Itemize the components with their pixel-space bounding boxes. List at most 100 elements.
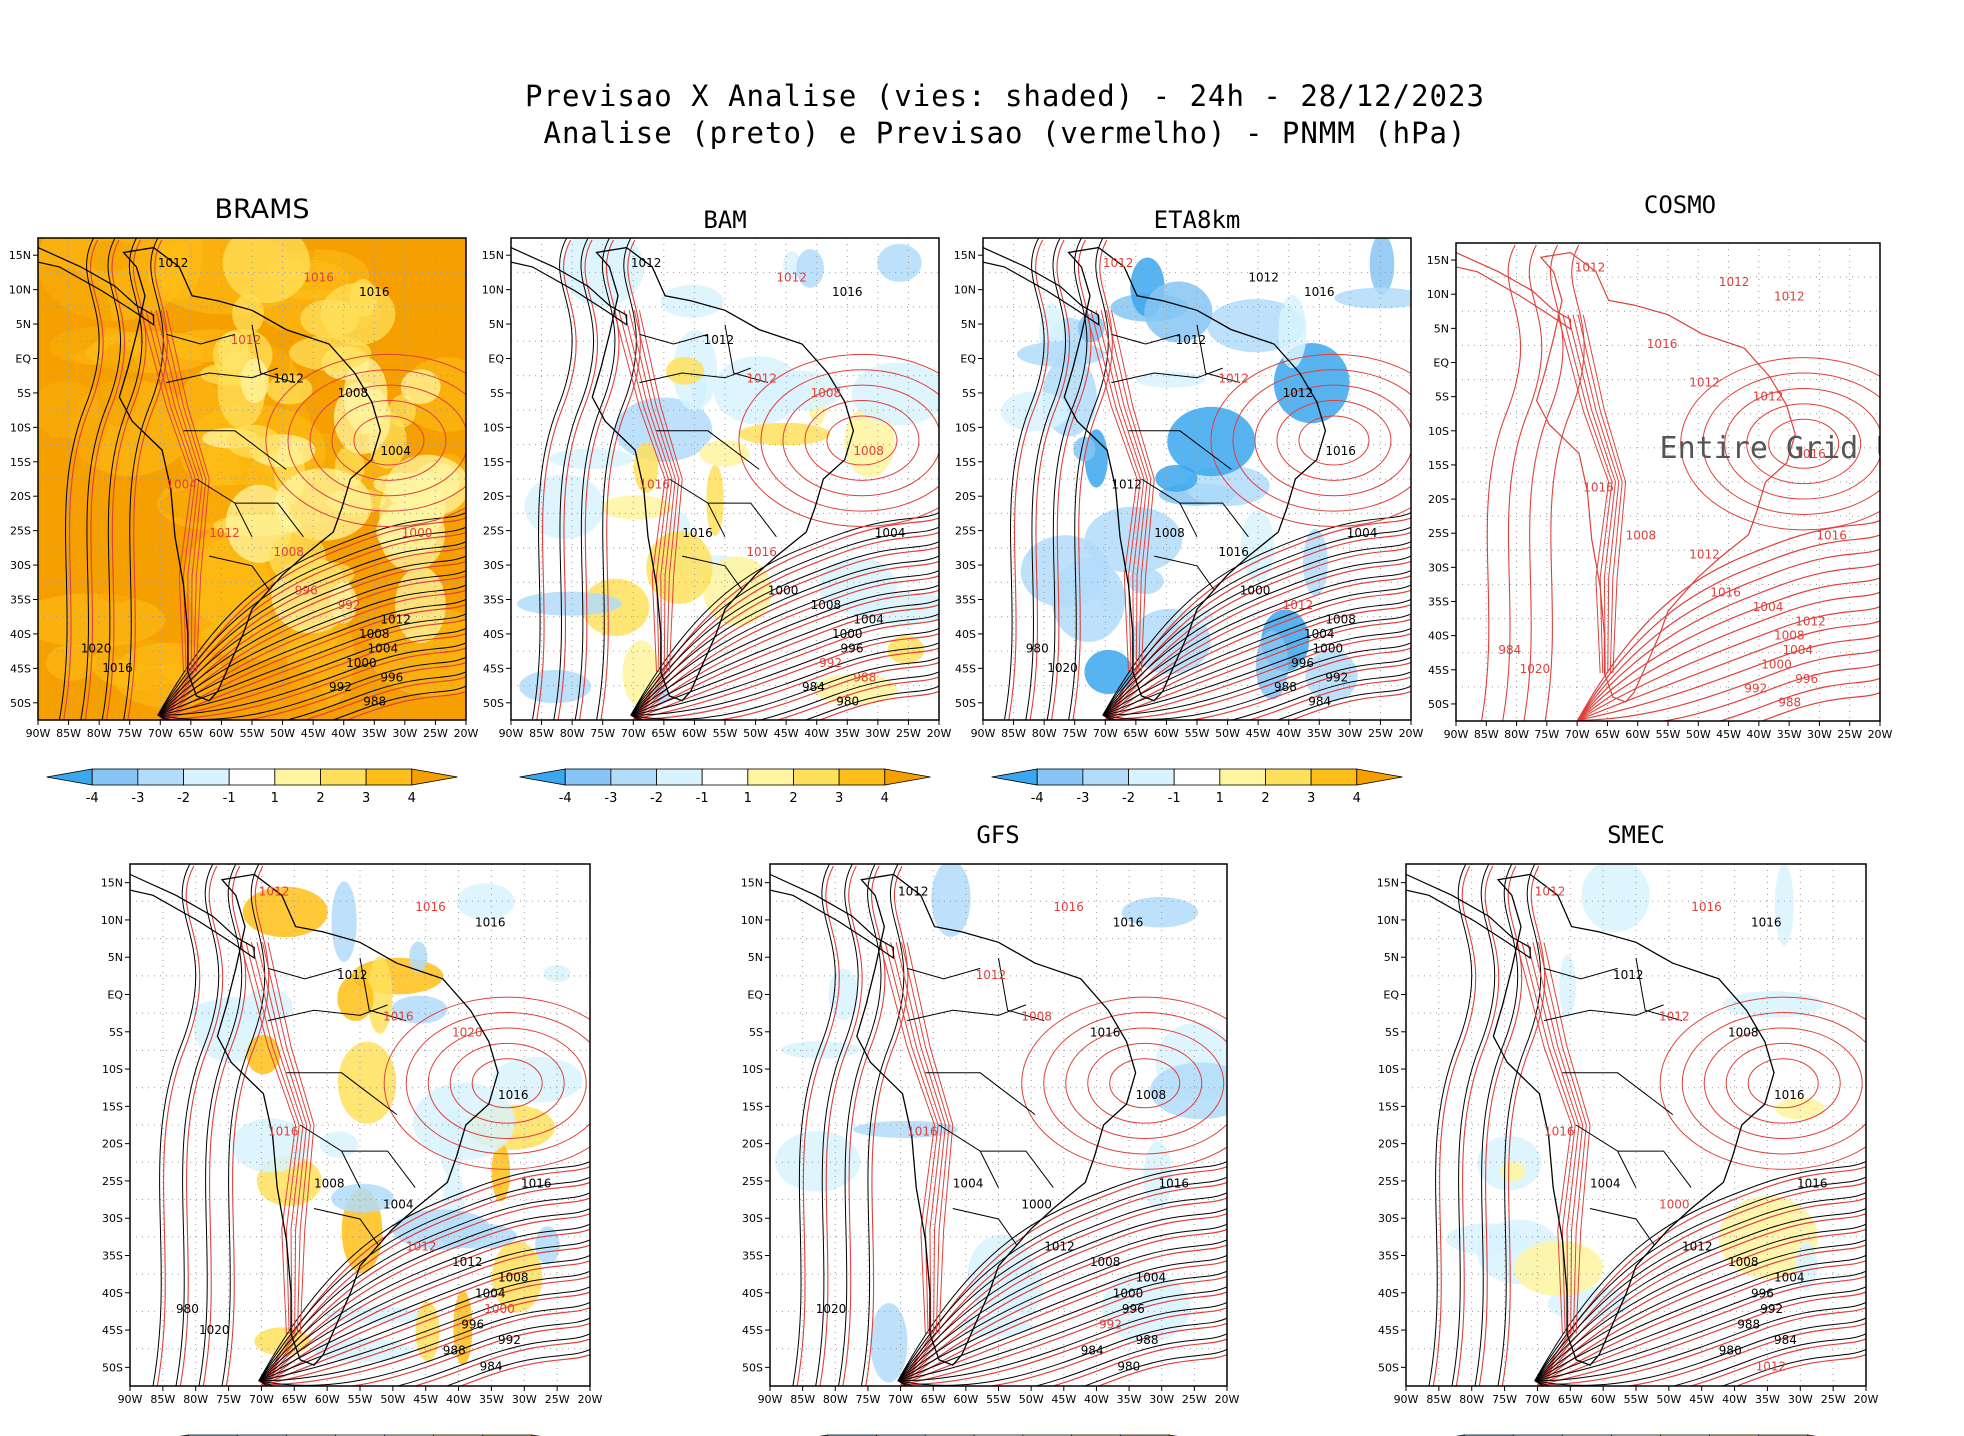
lat-label: 5S (17, 387, 31, 400)
isobar-forecast (900, 1306, 1227, 1386)
lat-label: 15N (9, 249, 31, 262)
coastline (511, 247, 628, 326)
lon-label: 80W (1032, 727, 1057, 740)
lon-label: 25W (1837, 728, 1862, 741)
country-border (952, 1208, 1018, 1246)
bias-area (232, 294, 264, 334)
lat-label: 15S (1428, 459, 1449, 472)
country-border (1111, 367, 1223, 384)
contour-label: 1012 (452, 1255, 483, 1269)
lon-label: 35W (1755, 1393, 1780, 1406)
lat-label: EQ (1383, 989, 1399, 1002)
isobar-forecast (155, 310, 203, 672)
isobar-forecast (145, 310, 197, 672)
contour-label: 1012 (231, 333, 262, 347)
isobar-analysis (897, 1302, 1227, 1382)
lon-label: 80W (560, 727, 585, 740)
lon-label: 60W (1625, 728, 1650, 741)
lon-label: 90W (499, 727, 524, 740)
lon-label: 70W (249, 1393, 274, 1406)
lat-label: 50S (1428, 698, 1449, 711)
isobar-forecast (633, 517, 939, 720)
bias-area (38, 593, 166, 648)
contour-label: 1008 (811, 386, 842, 400)
contour-label: 1008 (1774, 629, 1805, 643)
contour-label: 1012 (1283, 598, 1314, 612)
lon-label: 80W (183, 1393, 208, 1406)
contour-label: 988 (443, 1344, 466, 1358)
contour-label: 1004 (1774, 1271, 1805, 1285)
colorbar-label: -1 (223, 791, 236, 806)
isobar-analysis (157, 599, 466, 716)
bias-area (213, 662, 330, 720)
bias-area (633, 442, 659, 494)
bias-area (392, 1209, 492, 1250)
lat-label: 25S (10, 525, 31, 538)
colorbar-label: -3 (1076, 791, 1089, 806)
isobar-analysis (221, 864, 266, 1386)
lon-label: 35W (362, 727, 387, 740)
contour-label: 1012 (1659, 1010, 1690, 1024)
isobar-forecast (1526, 942, 1580, 1334)
isobar-analysis (157, 526, 466, 716)
lat-label: 45S (483, 662, 504, 675)
bias-area (870, 1302, 908, 1383)
bias-area (703, 556, 772, 627)
isobar-forecast (1577, 591, 1880, 721)
isobar-forecast (900, 1244, 1227, 1386)
lon-label: 65W (1595, 728, 1620, 741)
colorbar-label: -3 (604, 791, 617, 806)
bias-area (699, 440, 750, 467)
country-border (1635, 957, 1683, 1022)
lat-label: 50S (742, 1361, 763, 1374)
isobar-forecast (1105, 310, 1152, 672)
lat-label: 35S (10, 594, 31, 607)
isobar-forecast (628, 310, 676, 672)
isobar-forecast (900, 1322, 1227, 1386)
bias-area (1334, 287, 1411, 309)
contour-label: 1016 (1583, 481, 1614, 495)
contour-label: 1008 (1728, 1025, 1759, 1039)
lat-label: 35S (1378, 1250, 1399, 1263)
lat-label: 50S (102, 1361, 123, 1374)
lon-label: 50W (270, 727, 295, 740)
isobar-analysis (1474, 864, 1519, 1386)
contour-label: 1016 (1647, 337, 1678, 351)
contour-label: 1008 (314, 1177, 345, 1191)
isobar-forecast (900, 1197, 1227, 1386)
isobar-forecast (1577, 548, 1880, 721)
contour-label: 1008 (1154, 526, 1185, 540)
isobar-forecast (225, 865, 270, 1386)
isobar-analysis (258, 1302, 590, 1382)
isobar-forecast (1537, 1353, 1866, 1386)
colorbar-eta8km: -4 -3 -2 -1 1 2 3 4 (991, 768, 1403, 806)
lon-label: 80W (823, 1393, 848, 1406)
lat-label: 25S (483, 525, 504, 538)
lat-label: 40S (1378, 1287, 1399, 1300)
bias-area (1155, 464, 1198, 492)
contour-label: 980 (1719, 1344, 1742, 1358)
coastline (591, 246, 855, 702)
country-border (166, 333, 236, 345)
isobar-analysis (630, 685, 939, 720)
title-line-1: Previsao X Analise (vies: shaded) - 24h … (525, 79, 1485, 113)
contour-label: 1016 (1304, 285, 1335, 299)
lon-label: 55W (240, 727, 265, 740)
isobar-analysis (258, 1161, 590, 1382)
isobar-analysis (897, 1349, 1227, 1386)
colorbar-arrow-high (1356, 768, 1403, 786)
isobar-analysis (630, 642, 939, 716)
contour-label: 1016 (359, 285, 390, 299)
isobar-forecast (1577, 692, 1880, 721)
colorbar-label: -1 (1168, 791, 1181, 806)
title-line-2: Analise (preto) e Previsao (vermelho) - … (543, 116, 1467, 150)
lon-label: 75W (117, 727, 142, 740)
lat-label: 40S (102, 1287, 123, 1300)
isobar-analysis (897, 1333, 1227, 1386)
lat-label: 45S (955, 662, 976, 675)
country-border (682, 555, 743, 591)
isobar-analysis (258, 1239, 590, 1382)
isobar-forecast (900, 1166, 1227, 1386)
